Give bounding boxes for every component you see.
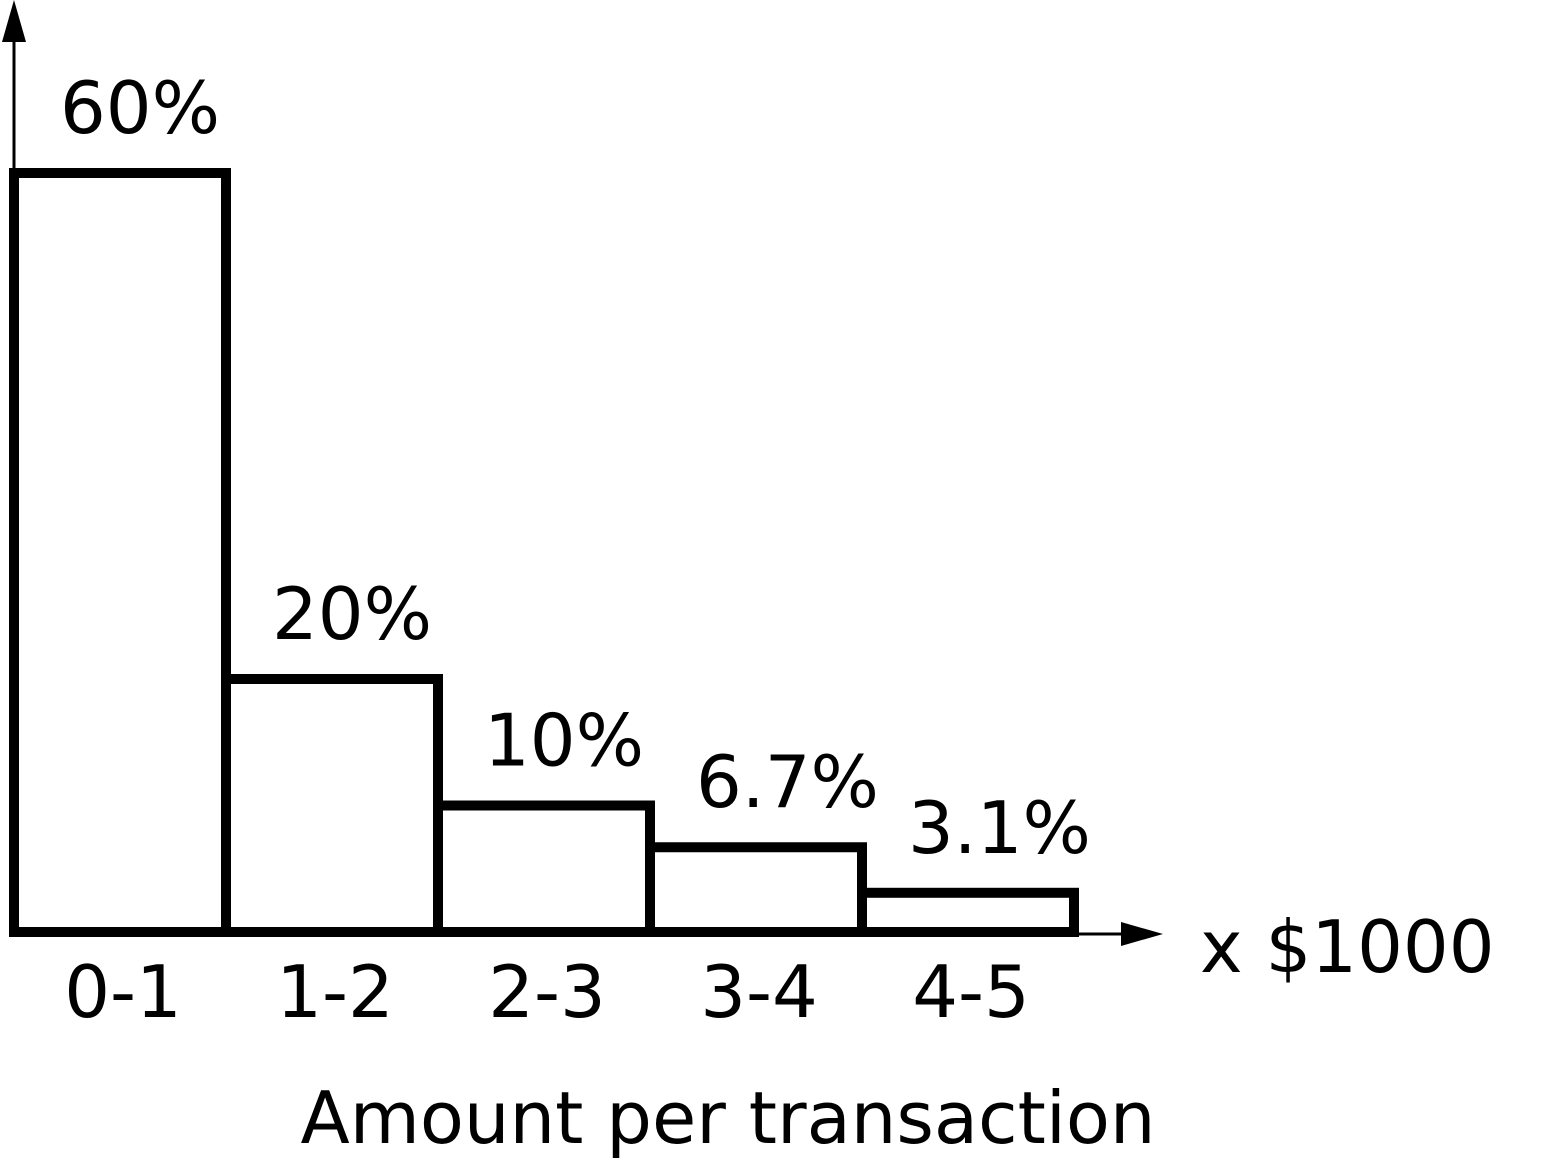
x-axis-title: Amount per transaction: [300, 1076, 1155, 1160]
bar-value-label: 3.1%: [908, 786, 1091, 870]
x-axis-unit-label: x $1000: [1200, 905, 1495, 989]
bar-value-label: 60%: [60, 66, 220, 150]
category-tick-label: 2-3: [488, 950, 606, 1034]
value-labels: 60% 20% 10% 6.7% 3.1%: [60, 66, 1091, 870]
bar-3-4: [645, 842, 867, 937]
bar-value-label: 10%: [484, 699, 644, 783]
category-labels: 0-1 1-2 2-3 3-4 4-5: [64, 950, 1030, 1034]
bars: [9, 168, 1079, 937]
category-tick-label: 4-5: [912, 950, 1030, 1034]
category-tick-label: 3-4: [700, 950, 818, 1034]
category-tick-label: 1-2: [276, 950, 394, 1034]
x-axis-arrowhead: [1121, 922, 1163, 946]
bar-1-2: [221, 674, 443, 937]
bar-0-1: [9, 168, 231, 937]
y-axis-arrowhead: [2, 0, 26, 42]
bar-2-3: [433, 800, 655, 937]
bar-value-label: 20%: [272, 572, 432, 656]
category-tick-label: 0-1: [64, 950, 182, 1034]
bar-4-5: [857, 887, 1079, 937]
bar-value-label: 6.7%: [696, 740, 879, 824]
